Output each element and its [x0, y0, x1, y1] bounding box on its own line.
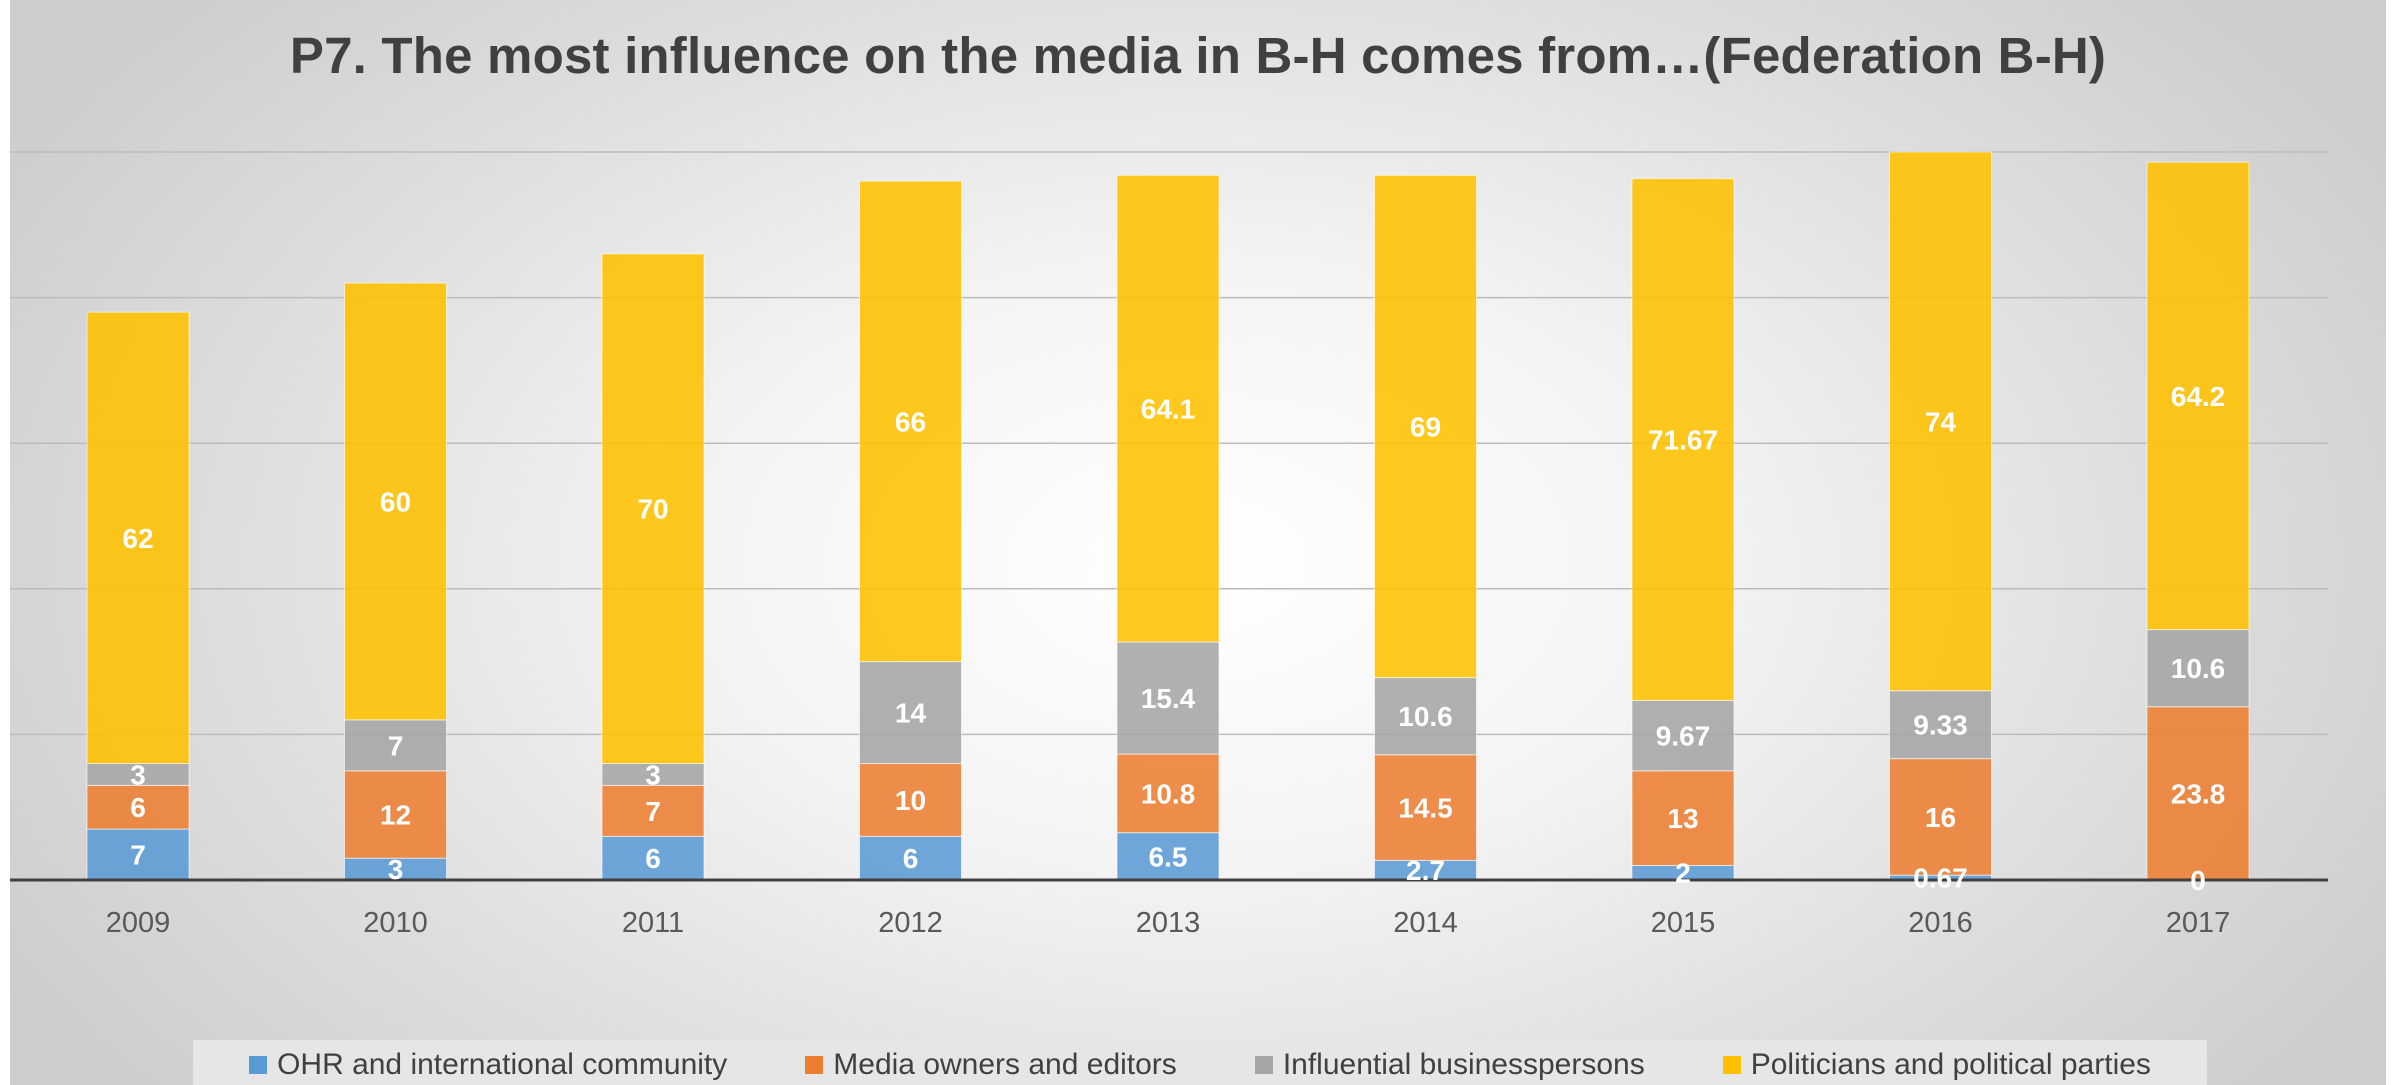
bar-segment	[86, 784, 190, 830]
bar-segment	[1889, 151, 1992, 692]
bar-segment	[1374, 677, 1477, 756]
data-label: 60	[380, 486, 411, 517]
bar-segment	[344, 282, 447, 721]
bar-segment	[2146, 629, 2250, 708]
bar-segment	[2146, 706, 2250, 881]
data-label: 64.1	[1141, 394, 1196, 425]
legend-swatch	[249, 1056, 268, 1074]
x-tick-label: 2009	[106, 907, 171, 939]
data-label: 10.6	[2171, 653, 2226, 684]
x-tick-label: 2011	[622, 907, 684, 939]
legend-item: Politicians and political parties	[1722, 1048, 2151, 1082]
data-label: 6	[130, 792, 146, 823]
bar-segment	[1374, 174, 1477, 679]
data-label: 23.8	[2171, 778, 2226, 809]
chart-frame: P7. The most influence on the media in B…	[10, 0, 2386, 1085]
bar-segment	[859, 180, 962, 663]
data-label: 70	[637, 494, 668, 525]
data-label: 7	[645, 796, 661, 827]
bars	[86, 151, 2250, 881]
bar-segment	[1116, 174, 1220, 643]
bar-segment	[344, 770, 447, 859]
data-label: 69	[1410, 411, 1441, 442]
data-label: 13	[1667, 803, 1698, 834]
chart-title: P7. The most influence on the media in B…	[289, 27, 2107, 84]
data-label: 14.5	[1398, 793, 1453, 824]
data-label: 62	[122, 523, 153, 554]
legend-swatch	[1254, 1056, 1273, 1074]
data-label: 7	[130, 840, 146, 871]
data-label: 10.8	[1141, 778, 1196, 809]
data-label: 7	[388, 730, 404, 761]
bar-segment	[2146, 161, 2250, 631]
x-tick-label: 2014	[1393, 907, 1458, 939]
legend-swatch	[1722, 1056, 1741, 1074]
bar-segment	[344, 719, 447, 772]
legend-label: Media owners and editors	[833, 1048, 1177, 1081]
data-label: 74	[1925, 406, 1957, 437]
data-label: 2	[1675, 858, 1691, 889]
data-labels: 7636220093127602010673702011610146620126…	[106, 381, 2231, 939]
bar-segment	[1631, 178, 1735, 701]
bar-segment	[1889, 758, 1992, 876]
legend-label: Politicians and political parties	[1750, 1048, 2151, 1081]
data-label: 3	[130, 759, 146, 790]
bar-segment	[1116, 641, 1220, 755]
bar-segment	[1116, 832, 1220, 881]
bar-segment	[1631, 699, 1735, 772]
x-tick-label: 2012	[878, 907, 943, 939]
legend-label: OHR and international community	[277, 1048, 728, 1081]
data-label: 64.2	[2171, 381, 2226, 412]
legend-item: Influential businesspersons	[1254, 1048, 1645, 1082]
x-tick-label: 2016	[1908, 907, 1973, 939]
data-label: 14	[895, 698, 927, 729]
data-label: 3	[388, 854, 404, 885]
chart-plot: 7636220093127602010673702011610146620126…	[10, 151, 2328, 939]
data-label: 6.5	[1149, 841, 1188, 872]
data-label: 10	[895, 785, 926, 816]
bar-segment	[601, 784, 705, 837]
legend-item: Media owners and editors	[805, 1048, 1177, 1082]
bar-segment	[601, 253, 705, 765]
bar-segment	[1374, 754, 1477, 861]
x-tick-label: 2013	[1136, 907, 1201, 939]
legend-swatch	[805, 1056, 824, 1074]
data-label: 66	[895, 406, 926, 437]
bar-segment	[1116, 753, 1220, 834]
data-label: 0	[2190, 865, 2206, 896]
bar-segment	[1631, 770, 1735, 866]
chart-legend: OHR and international community Media own…	[193, 1040, 2207, 1085]
x-tick-label: 2010	[363, 907, 428, 939]
data-label: 9.33	[1913, 710, 1968, 741]
x-tick-label: 2017	[2166, 907, 2231, 939]
data-label: 10.6	[1398, 701, 1453, 732]
data-label: 6	[903, 843, 919, 874]
bar-segment	[86, 828, 190, 881]
data-label: 15.4	[1141, 683, 1196, 714]
legend-item: OHR and international community	[249, 1048, 727, 1082]
bar-segment	[86, 311, 190, 765]
data-label: 71.67	[1648, 425, 1718, 456]
bar-segment	[859, 661, 962, 765]
data-label: 16	[1925, 802, 1956, 833]
data-label: 0.67	[1913, 863, 1968, 894]
bar-segment	[601, 835, 705, 881]
data-label: 3	[645, 759, 661, 790]
legend-label: Influential businesspersons	[1282, 1048, 1645, 1081]
data-label: 12	[380, 799, 411, 830]
data-label: 9.67	[1656, 721, 1711, 752]
x-tick-label: 2015	[1651, 907, 1716, 939]
data-label: 2.7	[1406, 855, 1445, 886]
data-label: 6	[645, 843, 661, 874]
